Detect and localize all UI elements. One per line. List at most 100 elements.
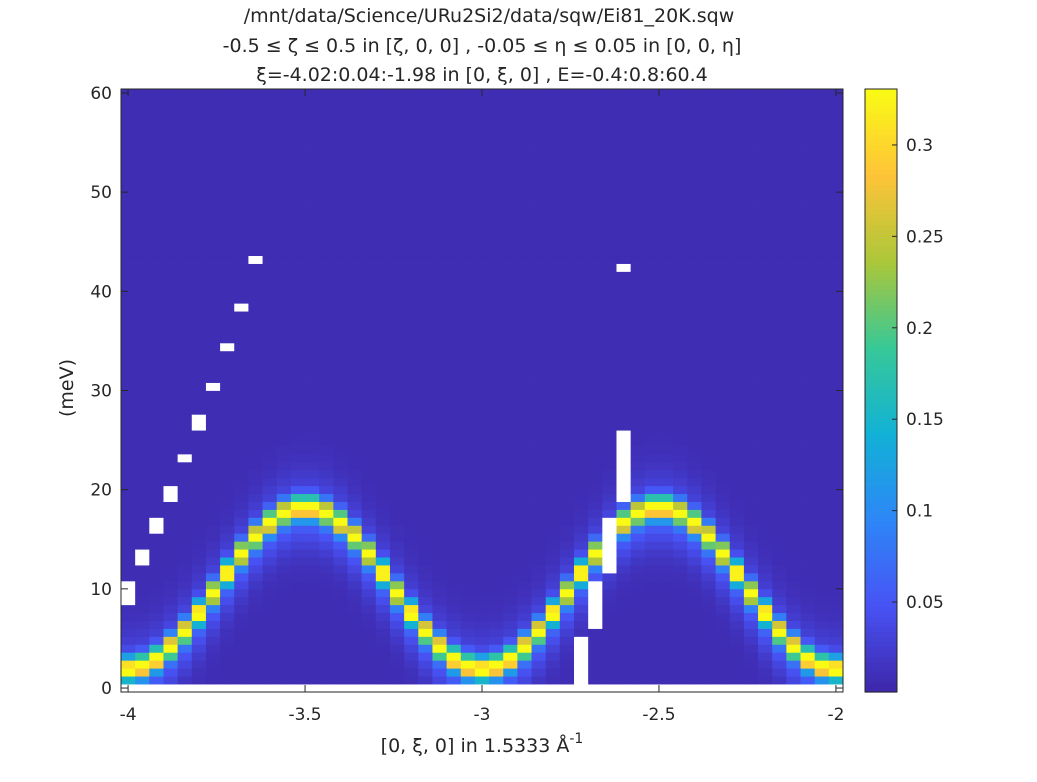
heatmap-cell [800,652,816,661]
nan-cell [149,684,164,693]
heatmap-cell [177,406,193,415]
heatmap-cell [687,469,702,479]
heatmap-cell [800,215,816,225]
nan-cell [588,620,603,629]
heatmap-cell [545,279,561,288]
heatmap-cell [786,334,801,344]
heatmap-cell [290,676,306,685]
heatmap-cell [531,485,547,495]
heatmap-cell [177,374,193,383]
heatmap-cell [205,493,221,502]
heatmap-cell [290,493,306,502]
heatmap-cell [276,295,292,304]
heatmap-cell [701,104,716,114]
heatmap-cell [616,414,632,423]
heatmap-cell [432,446,448,455]
heatmap-cell [191,247,207,257]
heatmap-cell [644,295,660,304]
heatmap-cell [347,319,363,328]
heatmap-cell [814,525,830,534]
heatmap-cell [602,461,617,471]
nan-cell [616,477,632,487]
heatmap-cell [658,509,674,518]
heatmap-cell [559,89,575,98]
heatmap-cell [828,588,844,598]
heatmap-cell [404,628,419,637]
heatmap-cell [658,541,674,550]
heatmap-cell [290,588,306,598]
heatmap-cell [545,453,561,463]
heatmap-cell [559,271,575,280]
heatmap-cell [658,572,674,582]
heatmap-cell [630,406,646,415]
heatmap-cell [772,390,787,399]
heatmap-cell [177,160,193,169]
heatmap-cell [644,96,660,106]
heatmap-cell [616,374,632,383]
heatmap-cell [276,223,292,233]
heatmap-cell [729,628,745,637]
heatmap-cell [814,533,830,542]
nan-cell [574,676,589,685]
heatmap-cell [828,493,844,502]
heatmap-cell [220,303,235,312]
heatmap-cell [163,215,179,225]
heatmap-cell [121,112,136,122]
heatmap-cell [135,358,150,368]
heatmap-cell [828,327,844,336]
heatmap-cell [205,89,221,98]
heatmap-cell [644,557,660,566]
heatmap-cell [687,493,702,502]
heatmap-cell [121,136,136,145]
heatmap-cell [262,263,278,272]
heatmap-cell [305,414,320,423]
heatmap-cell [758,350,773,360]
heatmap-cell [531,517,547,526]
heatmap-cell [616,112,632,122]
heatmap-cell [361,644,377,653]
heatmap-cell [248,358,263,368]
heatmap-cell [503,215,518,225]
heatmap-cell [177,517,193,526]
heatmap-cell [305,565,320,574]
heatmap-cell [220,533,235,542]
heatmap-cell [559,334,575,344]
heatmap-cell [786,612,801,621]
heatmap-cell [347,390,363,399]
heatmap-cell [474,239,490,249]
heatmap-cell [149,358,164,368]
heatmap-cell [418,231,433,241]
heatmap-cell [375,239,391,249]
heatmap-cell [347,406,363,415]
heatmap-cell [687,303,702,312]
heatmap-cell [701,287,716,296]
heatmap-cell [191,128,207,137]
heatmap-cell [460,208,476,217]
heatmap-cell [205,358,221,368]
heatmap-cell [503,517,518,526]
heatmap-cell [673,588,688,598]
heatmap-cell [772,604,787,614]
heatmap-cell [121,128,136,137]
heatmap-cell [503,96,518,106]
heatmap-cell [460,453,476,463]
colorbar-swatch [865,169,897,176]
heatmap-cell [205,485,221,495]
heatmap-cell [616,533,632,542]
heatmap-cell [234,120,249,130]
heatmap-cell [248,152,263,161]
heatmap-cell [786,676,801,685]
heatmap-cell [758,485,773,495]
heatmap-cell [276,366,292,376]
heatmap-cell [545,612,561,621]
colorbar-swatch [865,345,897,351]
heatmap-cell [460,311,476,320]
heatmap-cell [517,596,532,606]
heatmap-cell [361,541,377,550]
heatmap-cell [743,652,759,661]
heatmap-cell [404,572,419,582]
heatmap-cell [814,255,830,264]
heatmap-cell [673,541,688,550]
heatmap-cell [248,596,263,606]
heatmap-cell [347,438,363,447]
